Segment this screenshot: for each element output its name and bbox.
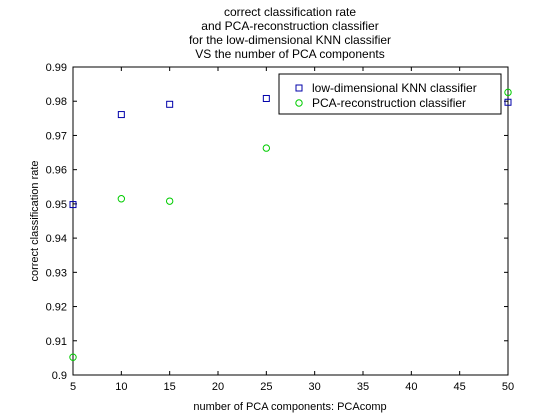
x-axis: 5 10 15 20 25 30 35 40 45 50 <box>70 67 514 393</box>
x-tick-label: 20 <box>212 381 224 393</box>
y-tick-label: 0.99 <box>46 62 67 74</box>
pca-data-point <box>165 197 174 205</box>
x-tick-label: 35 <box>357 381 369 393</box>
knn-data-point <box>262 94 270 102</box>
x-axis-label: number of PCA components: PCAcomp <box>193 401 386 413</box>
legend-label-pca: PCA-reconstruction classifier <box>312 96 466 110</box>
legend-box <box>278 73 502 115</box>
knn-data-point <box>166 100 174 108</box>
legend-circle-marker <box>295 99 303 107</box>
title-line-1: correct classification rate <box>224 5 356 19</box>
legend-square-marker <box>295 84 303 92</box>
y-tick-label: 0.97 <box>46 130 67 142</box>
pca-data-point <box>262 144 271 152</box>
chart-title: correct classification rate and PCA-reco… <box>189 5 391 61</box>
x-tick-label: 45 <box>454 381 466 393</box>
y-axis-label: correct classification rate <box>29 160 41 281</box>
y-tick-label: 0.94 <box>46 233 67 245</box>
knn-data-point <box>504 98 512 106</box>
y-tick-label: 0.91 <box>46 336 67 348</box>
y-tick-label: 0.95 <box>46 199 67 211</box>
x-tick-label: 40 <box>405 381 417 393</box>
y-tick-label: 0.96 <box>46 165 67 177</box>
data-points <box>69 88 512 361</box>
legend: low-dimensional KNN classifier PCA-recon… <box>278 73 502 115</box>
y-tick-label: 0.93 <box>46 267 67 279</box>
y-tick-label: 0.9 <box>52 370 67 382</box>
x-tick-label: 50 <box>502 381 514 393</box>
x-tick-label: 5 <box>70 381 76 393</box>
x-tick-label: 10 <box>115 381 127 393</box>
title-line-2: and PCA-reconstruction classifier <box>201 19 378 33</box>
legend-label-knn: low-dimensional KNN classifier <box>312 81 477 95</box>
knn-data-point <box>69 201 77 209</box>
title-line-4: VS the number of PCA components <box>195 47 384 61</box>
pca-data-point <box>504 88 512 97</box>
x-tick-label: 25 <box>260 381 272 393</box>
y-axis: 0.9 0.91 0.92 0.93 0.94 0.95 0.96 0.97 0.98 0.99 <box>46 62 508 382</box>
title-line-3: for the low-dimensional KNN classifier <box>189 33 391 47</box>
y-tick-label: 0.92 <box>46 302 67 314</box>
pca-data-point <box>69 353 77 361</box>
plot-area <box>72 66 509 376</box>
pca-data-point <box>117 195 126 203</box>
x-tick-label: 15 <box>164 381 176 393</box>
y-tick-label: 0.98 <box>46 96 67 108</box>
knn-data-point <box>117 111 125 119</box>
x-tick-label: 30 <box>309 381 321 393</box>
